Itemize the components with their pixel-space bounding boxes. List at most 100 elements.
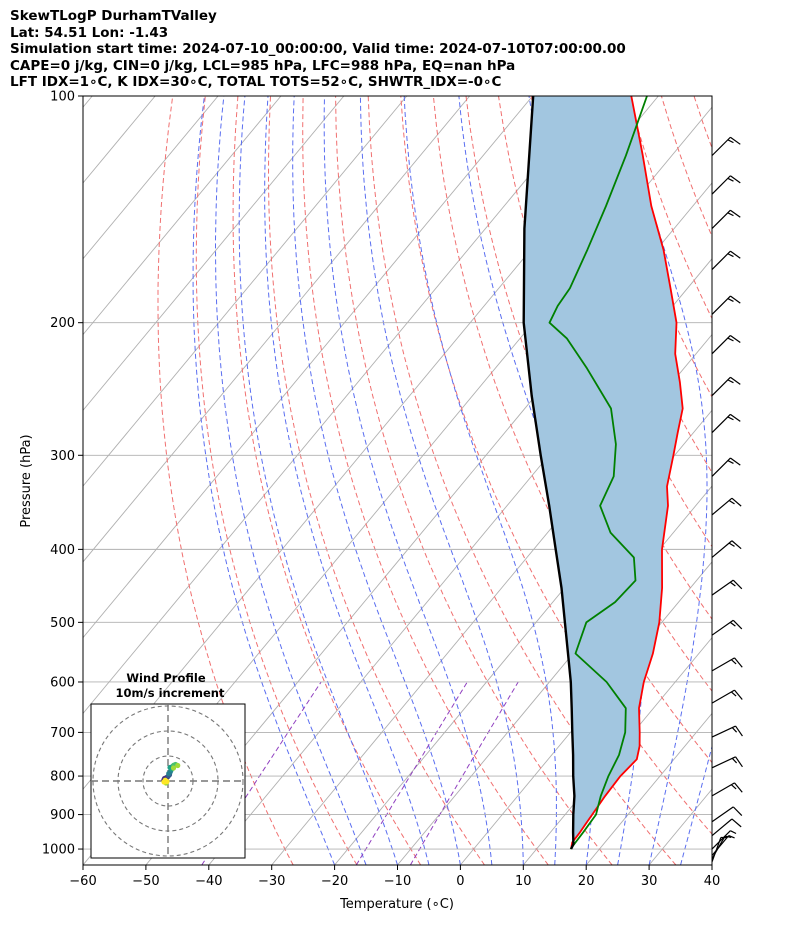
y-axis-ticks: 100 200 300 400 500 600 700 800 900 1000 [42, 90, 83, 858]
inset-title: Wind Profile [126, 671, 206, 685]
isotherm-line [83, 96, 345, 412]
dry-adiabat-line [195, 96, 358, 865]
wind-barb [711, 806, 743, 823]
barb-shaft [711, 250, 731, 270]
barb-shaft [711, 376, 731, 397]
dry-adiabat-line [335, 96, 613, 865]
y-tick-label: 200 [50, 316, 75, 331]
wind-barb [711, 413, 741, 434]
barb-shaft [711, 835, 730, 856]
moist-adiabat-line [264, 96, 430, 865]
barb-feather [732, 619, 743, 630]
barb-feather [730, 136, 741, 145]
y-tick-label: 100 [50, 90, 75, 105]
barb-feather [727, 139, 734, 144]
barb-shaft [711, 657, 735, 672]
isotherm-line [83, 96, 471, 563]
barb-shaft [711, 806, 734, 823]
wind-barb [711, 136, 741, 157]
isotherm-line [83, 96, 408, 487]
x-tick-label: −10 [384, 874, 411, 889]
wind-barb [711, 818, 742, 837]
barb-feather [734, 782, 743, 793]
x-tick-label: 30 [641, 874, 658, 889]
barb-shaft [711, 136, 731, 157]
y-tick-label: 500 [50, 616, 75, 631]
x-tick-label: −50 [132, 874, 159, 889]
dry-adiabat-line [759, 96, 794, 865]
barb-feather [730, 175, 741, 184]
wind-barb [711, 835, 735, 856]
barb-shaft [711, 457, 731, 477]
isotherm-line [711, 864, 712, 865]
barb-shaft [711, 818, 733, 837]
dry-adiabat-line [267, 96, 485, 865]
barb-shaft [711, 540, 733, 558]
wind-barb [711, 376, 741, 397]
mixing-ratio-line [355, 681, 468, 865]
wind-barbs [711, 136, 743, 863]
wind-barb [711, 209, 741, 230]
y-tick-label: 400 [50, 543, 75, 558]
isotherm-line [83, 96, 282, 336]
barb-feather [730, 784, 737, 790]
inset-subtitle: 10m/s increment [116, 686, 225, 700]
x-axis-label: Temperature (∘C) [339, 897, 454, 912]
isotherm-line [83, 96, 219, 260]
y-tick-label: 800 [50, 770, 75, 785]
moist-adiabat-line [238, 96, 398, 865]
isotherm-line [83, 96, 596, 715]
barb-shaft [711, 175, 731, 195]
y-axis-label: Pressure (hPa) [19, 434, 34, 527]
isotherm-line [208, 258, 712, 865]
dry-adiabat-line [367, 96, 677, 865]
cape-area [523, 96, 683, 849]
moist-adiabat-line [192, 96, 336, 865]
barb-feather [729, 621, 736, 627]
dewpoint-profile [548, 96, 648, 850]
x-tick-label: 10 [515, 874, 532, 889]
x-tick-label: 20 [578, 874, 595, 889]
isotherm-line [585, 712, 712, 865]
moist-adiabat-line [458, 96, 597, 865]
barb-feather [735, 756, 743, 768]
header-indices-2: LFT IDX=1∘C, K IDX=30∘C, TOTAL TOTS=52∘C… [10, 74, 502, 90]
chart-header: SkewTLogP DurhamTValley Lat: 54.51 Lon: … [10, 8, 626, 91]
barb-feather [730, 413, 741, 422]
y-tick-label: 300 [50, 449, 75, 464]
isotherm-line [397, 485, 712, 865]
x-tick-label: 40 [704, 874, 721, 889]
barb-feather [730, 691, 737, 697]
barb-feather [732, 579, 743, 590]
wind-barb [711, 497, 742, 516]
wind-barb [711, 619, 743, 636]
barb-feather [730, 830, 737, 835]
barb-feather [735, 725, 743, 737]
wind-barb [711, 689, 743, 704]
header-times: Simulation start time: 2024-07-10_00:00:… [10, 41, 626, 57]
wind-barb [711, 334, 741, 355]
mixing-ratio-line [409, 681, 519, 865]
wind-barb [711, 756, 743, 769]
barb-shaft [711, 295, 731, 315]
isotherm-line [460, 561, 712, 865]
header-title: SkewTLogP DurhamTValley [10, 8, 217, 24]
wind-barb [711, 175, 741, 195]
barb-feather [727, 253, 734, 258]
barb-feather [734, 657, 743, 668]
moist-adiabat-line [620, 96, 708, 865]
header-indices-1: CAPE=0 j/kg, CIN=0 j/kg, LCL=985 hPa, LF… [10, 57, 516, 74]
barb-feather [728, 835, 735, 839]
cape-fill-layer [523, 96, 683, 849]
barb-feather [732, 806, 743, 816]
wind-barb [711, 657, 743, 672]
barb-feather [731, 727, 738, 733]
barb-shaft [711, 497, 733, 516]
barb-shaft [711, 689, 735, 704]
moist-adiabat-line [403, 96, 557, 865]
barb-shaft [711, 579, 734, 596]
wind-barb [711, 250, 741, 270]
barb-feather [727, 298, 734, 302]
barb-feather [727, 212, 734, 217]
